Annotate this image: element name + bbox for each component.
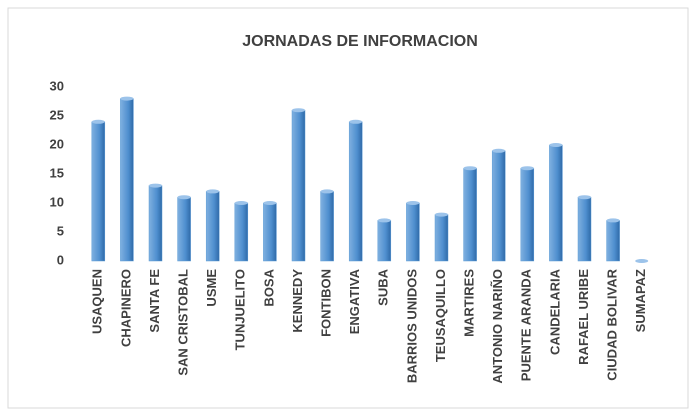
x-tick-label: TEUSAQUILLO — [433, 269, 448, 362]
bar-cap — [149, 183, 162, 188]
x-tick-label: SUMAPAZ — [633, 269, 648, 332]
bar — [91, 121, 106, 262]
bar-cap — [177, 195, 191, 200]
x-tick-label: FONTIBON — [319, 269, 334, 337]
bar-cap — [349, 119, 363, 124]
bar-cap — [492, 148, 506, 153]
x-tick-label: SUBA — [376, 268, 391, 305]
y-tick-label: 30 — [50, 78, 64, 93]
bar-cap — [635, 259, 649, 263]
bar-cap — [435, 212, 448, 217]
x-tick-label: TUNJUELITO — [233, 269, 248, 350]
bar — [234, 202, 249, 262]
x-tick-label: RAFAEL URIBE — [576, 269, 591, 365]
bar — [177, 196, 191, 262]
x-tick-label: BARRIOS UNIDOS — [404, 269, 419, 383]
bar — [491, 150, 506, 262]
x-tick-label: ANTONIO NARIÑO — [490, 269, 505, 384]
x-tick-label: BOSA — [261, 268, 276, 306]
bar — [463, 167, 477, 262]
x-tick-label: SANTA FE — [147, 269, 162, 333]
bar-cap — [520, 166, 534, 171]
x-tick-label: CHAPINERO — [118, 269, 133, 347]
bar-cap — [234, 201, 248, 205]
bar — [320, 191, 334, 262]
bar-cap — [406, 201, 420, 205]
x-tick-label: USME — [204, 269, 219, 307]
bar-cap — [549, 143, 563, 147]
x-tick-label: SAN CRISTOBAL — [176, 269, 191, 376]
x-tick-label: ENGATIVA — [347, 268, 362, 334]
bar-cap — [91, 119, 105, 124]
bar-cap — [263, 201, 277, 205]
y-tick-label: 5 — [57, 223, 64, 238]
x-tick-label: USAQUEN — [90, 269, 105, 334]
y-tick-label: 0 — [57, 252, 64, 267]
bar — [606, 220, 620, 262]
bar — [577, 196, 592, 262]
y-tick-label: 15 — [50, 165, 64, 180]
x-tick-label: KENNEDY — [290, 269, 305, 333]
bar — [348, 121, 363, 262]
x-tick-label: CIUDAD BOLIVAR — [605, 268, 620, 380]
bar-cap — [120, 96, 134, 101]
bar-cap — [377, 218, 391, 223]
x-tick-label: MARTIRES — [462, 269, 477, 337]
y-tick-label: 10 — [50, 194, 64, 209]
bar-cap — [463, 166, 477, 171]
chart-title: JORNADAS DE INFORMACION — [242, 33, 478, 50]
bar-cap — [206, 189, 220, 194]
bar — [434, 214, 449, 262]
bar — [263, 202, 277, 262]
bar — [377, 220, 392, 262]
bar — [148, 185, 163, 262]
bar — [520, 167, 535, 262]
bar — [291, 109, 306, 262]
bar — [549, 144, 563, 262]
bar-cap — [606, 218, 620, 223]
y-tick-label: 20 — [50, 136, 64, 151]
bar — [406, 202, 420, 262]
x-tick-label: PUENTE ARANDA — [519, 268, 534, 381]
bar-cap — [292, 108, 305, 113]
bar — [205, 191, 220, 262]
bar-cap — [578, 195, 591, 200]
bar-cap — [320, 189, 334, 194]
x-tick-label: CANDELARIA — [547, 268, 562, 355]
bar — [120, 98, 134, 262]
y-tick-label: 25 — [50, 107, 64, 122]
